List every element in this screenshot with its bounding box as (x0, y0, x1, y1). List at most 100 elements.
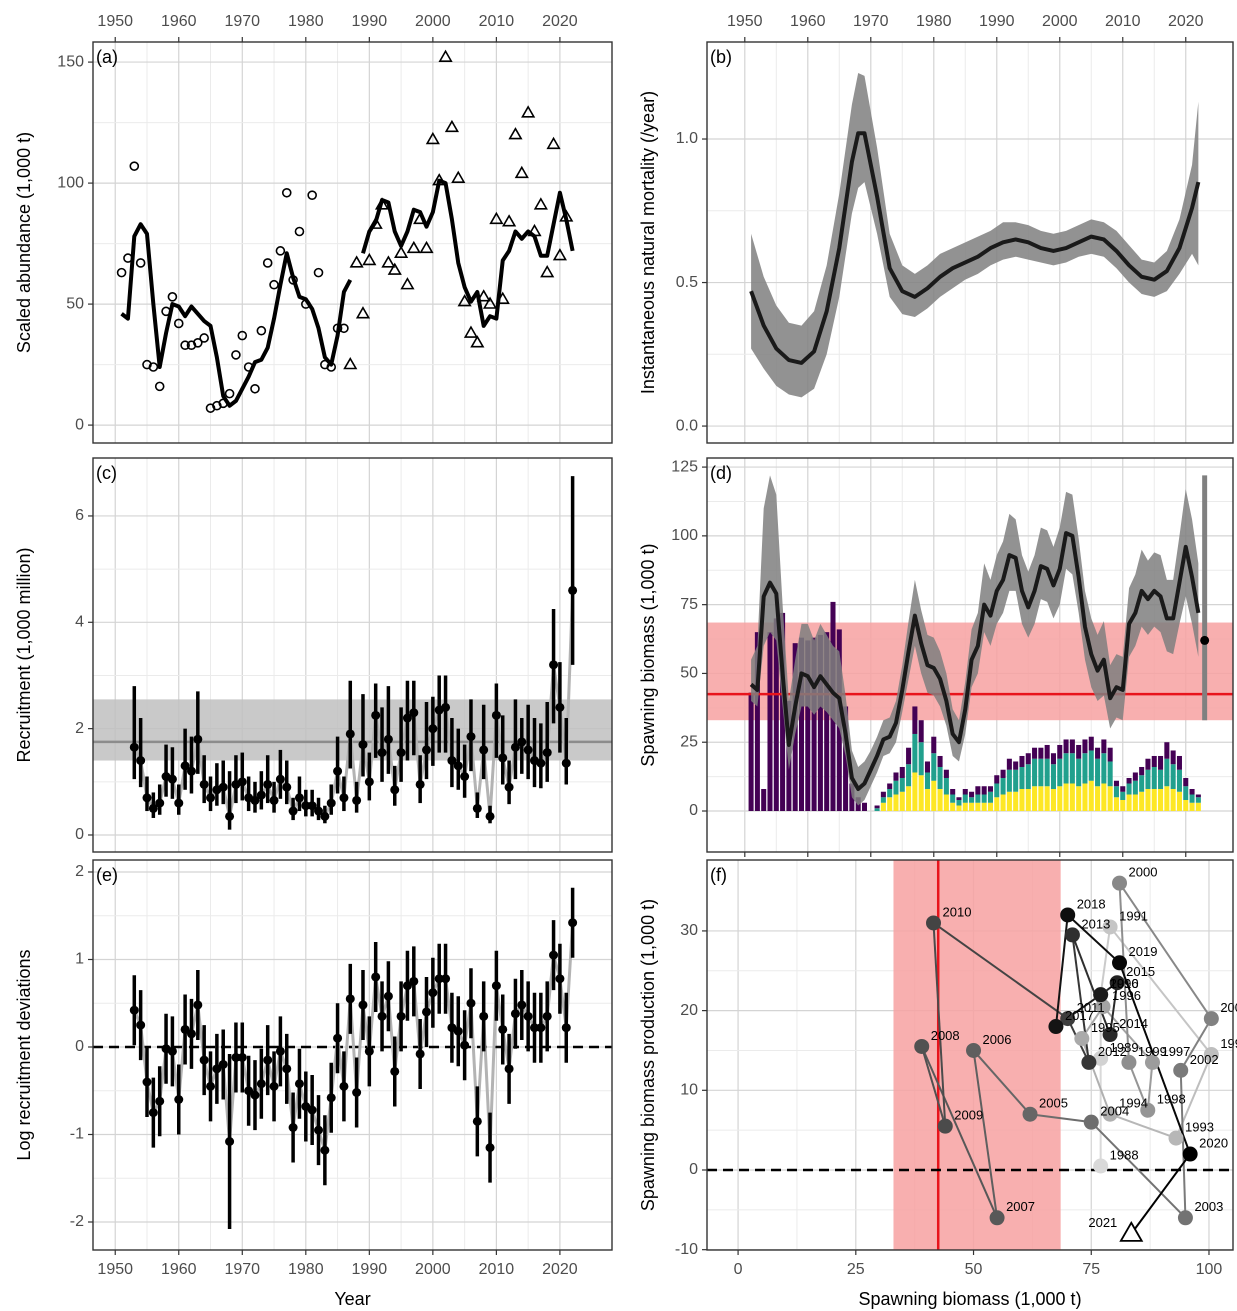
x-tick-label: 1970 (853, 13, 889, 30)
trajectory-segment (972, 1050, 999, 1218)
bar (1189, 788, 1195, 795)
bar (981, 802, 987, 812)
bar (950, 794, 956, 803)
point (206, 793, 216, 803)
bar (1044, 786, 1050, 812)
point (447, 756, 457, 766)
bar (943, 794, 949, 812)
triangle-marker (514, 165, 529, 179)
circle-marker (224, 388, 235, 399)
point (358, 1000, 368, 1010)
point (339, 793, 349, 803)
y-axis-title: Log recruitment deviations (14, 949, 34, 1160)
circle-marker (135, 258, 146, 268)
bar (1032, 747, 1038, 759)
bar (1158, 769, 1164, 789)
point (364, 1046, 374, 1056)
trajectory-segment (1099, 926, 1112, 995)
triangle-marker (489, 211, 504, 225)
point (498, 1024, 508, 1034)
x-tick-label: 2000 (415, 1261, 451, 1278)
point (434, 974, 444, 984)
bar (1151, 755, 1157, 767)
point (441, 702, 451, 712)
point (989, 1210, 1005, 1226)
point (199, 779, 209, 789)
point (523, 1011, 533, 1021)
confidence-band (751, 73, 1199, 398)
point (212, 1064, 222, 1074)
point (402, 981, 412, 991)
point (914, 1038, 930, 1054)
trajectory-segment (1067, 914, 1121, 964)
y-tick-label: 0 (75, 1038, 84, 1055)
triangle-marker (406, 240, 421, 254)
triangle-marker (476, 289, 491, 302)
bar (1139, 791, 1145, 812)
circle-marker (199, 333, 209, 343)
triangle-marker (1119, 1220, 1144, 1242)
triangle-marker (413, 211, 428, 225)
point (294, 793, 304, 803)
triangle-marker (394, 245, 409, 258)
trajectory-segment (972, 1049, 1031, 1115)
triangle-marker (482, 296, 498, 309)
bar (937, 755, 943, 767)
bar (1063, 753, 1069, 784)
point (517, 737, 527, 747)
point-label: 1997 (1161, 1044, 1190, 1059)
point (206, 1081, 216, 1091)
bar (1082, 739, 1088, 754)
point (460, 771, 470, 781)
point (326, 1093, 336, 1103)
bar (817, 634, 823, 812)
point (485, 1143, 495, 1153)
point (390, 785, 400, 795)
point-label: 2003 (1194, 1199, 1223, 1214)
bar (1101, 783, 1107, 812)
x-tick-label: 2000 (415, 13, 451, 30)
point (479, 745, 489, 755)
bar (1107, 747, 1113, 762)
bar (880, 797, 886, 803)
y-tick-label: 1 (75, 951, 84, 968)
point (415, 1049, 425, 1059)
bar (1126, 783, 1132, 795)
point (966, 1042, 982, 1058)
bar (1132, 772, 1138, 781)
bar (1113, 780, 1119, 787)
y-tick-label: 0 (689, 1161, 698, 1178)
panel-label: (e) (96, 865, 118, 885)
point (174, 798, 184, 808)
bar (924, 772, 930, 789)
point (142, 793, 152, 803)
point (282, 782, 292, 792)
point (383, 991, 393, 1001)
point (555, 702, 565, 712)
x-tick-label: 1980 (288, 13, 324, 30)
bar (1063, 783, 1069, 812)
x-tick-label: 2010 (479, 1261, 515, 1278)
point (307, 1105, 317, 1115)
point (326, 798, 336, 808)
point (568, 585, 578, 595)
triangle-marker (540, 265, 555, 278)
point (1095, 999, 1111, 1015)
point (1173, 1062, 1189, 1078)
circle-marker (205, 403, 216, 413)
point (142, 1077, 152, 1087)
point-label: 2015 (1126, 964, 1155, 979)
point (218, 782, 228, 792)
bar (962, 788, 968, 795)
triangle-marker (425, 131, 440, 145)
point (371, 710, 381, 720)
circle-marker (320, 359, 330, 370)
circle-marker (237, 330, 248, 341)
bar (1050, 788, 1056, 812)
bar (1189, 802, 1195, 812)
bar (1164, 786, 1170, 812)
point (415, 779, 425, 789)
point (256, 790, 266, 800)
point (485, 811, 495, 821)
bar (1019, 788, 1025, 812)
